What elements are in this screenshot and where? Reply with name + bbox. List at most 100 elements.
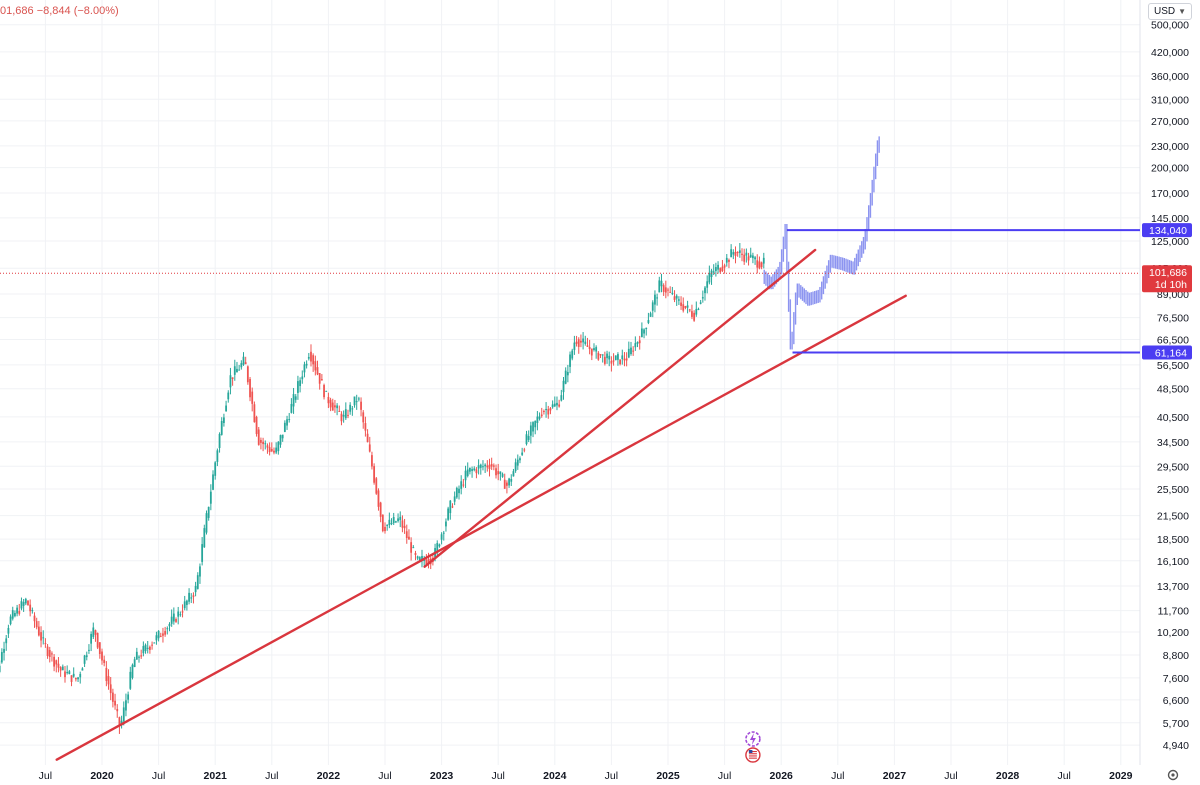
x-axis: 0Jul2020Jul2021Jul2022Jul2023Jul2024Jul2… (39, 770, 1133, 782)
candle-body (375, 478, 378, 494)
candle-body (756, 260, 759, 268)
candle-body (151, 644, 153, 646)
x-tick-label: Jul (265, 770, 278, 782)
candle-body (595, 347, 598, 352)
candle-body (671, 292, 674, 295)
candle-body (730, 249, 733, 258)
candle-body (27, 600, 29, 606)
candle-body (625, 358, 628, 361)
x-tick-label: Jul (1057, 770, 1070, 782)
trendlines (55, 248, 907, 761)
candle-body (218, 434, 221, 448)
candle-body (695, 308, 698, 315)
candle-body (566, 371, 569, 376)
candle-body (229, 375, 232, 388)
candle-body (190, 597, 193, 599)
candle-body (569, 354, 571, 367)
candle-body (362, 412, 365, 423)
candle-body (492, 465, 495, 467)
candle-body (562, 380, 565, 393)
candle-body (188, 592, 190, 602)
candle-body (736, 252, 739, 254)
candle-body (249, 378, 251, 398)
candle-body (667, 289, 669, 291)
candle-body (22, 602, 25, 606)
lightning-icon (745, 731, 761, 747)
y-tick-label: 420,000 (1151, 47, 1189, 59)
candle-body (686, 305, 689, 308)
candle-body (314, 361, 317, 371)
candle-body (590, 348, 593, 356)
candle-body (471, 469, 473, 471)
candle-body (255, 416, 258, 435)
x-tick-label: 2022 (317, 770, 341, 782)
x-tick-label: Jul (39, 770, 52, 782)
candle-body (366, 433, 369, 443)
candle-body (704, 287, 706, 294)
candle-body (344, 409, 347, 419)
candle-body (394, 521, 397, 523)
candle-body (64, 671, 66, 678)
candle-body (5, 638, 8, 644)
candle-body (53, 656, 56, 667)
candle-body (373, 466, 376, 483)
candle-body (453, 496, 456, 502)
x-tick-label: 2025 (656, 770, 680, 782)
candle-body (495, 468, 497, 476)
candle-body (486, 465, 489, 468)
candle-body (205, 513, 208, 533)
settings-icon[interactable] (1167, 769, 1179, 781)
candle-body (146, 647, 149, 649)
price-level-tag-label: 134,040 (1149, 225, 1187, 237)
y-tick-label: 21,500 (1157, 511, 1189, 523)
candle-body (506, 482, 508, 486)
candle-body (244, 362, 247, 365)
candle-body (35, 621, 38, 628)
candle-body (547, 409, 550, 415)
x-tick-label: Jul (605, 770, 618, 782)
candle-body (760, 262, 763, 268)
candle-body (412, 547, 415, 549)
candle-body (292, 394, 295, 407)
candle-body (297, 381, 299, 393)
y-tick-label: 10,200 (1157, 627, 1189, 639)
candle-body (107, 676, 110, 685)
candle-body (656, 297, 659, 299)
candle-body (647, 320, 650, 323)
candle-body (577, 339, 580, 347)
candle-body (323, 385, 325, 398)
candle-body (290, 403, 293, 413)
candle-body (33, 615, 36, 622)
candle-body (640, 328, 643, 337)
y-tick-label: 270,000 (1151, 116, 1189, 128)
candle-body (440, 534, 443, 540)
candle-body (162, 633, 164, 636)
candle-body (264, 443, 267, 445)
current-price-tag (1142, 265, 1192, 293)
candle-body (360, 401, 362, 410)
y-tick-label: 7,600 (1163, 673, 1189, 685)
candle-body (449, 500, 452, 514)
y-tick-label: 6,600 (1163, 695, 1189, 707)
y-tick-label: 8,800 (1163, 650, 1189, 662)
projection-bars (763, 136, 880, 350)
candle-body (179, 614, 182, 616)
candle-body (723, 265, 726, 268)
candle-body (159, 635, 162, 637)
x-tick-label: 2026 (770, 770, 794, 782)
candle-body (418, 557, 421, 562)
currency-selector[interactable]: USD ▼ (1148, 3, 1192, 20)
x-tick-label: Jul (944, 770, 957, 782)
candle-body (371, 455, 373, 467)
candle-body (512, 471, 515, 477)
candle-body (405, 531, 408, 539)
candle-body (164, 631, 167, 635)
candle-body (46, 646, 49, 657)
candle-body (697, 308, 700, 310)
x-tick-label: 2027 (883, 770, 907, 782)
price-levels (0, 229, 1140, 354)
candle-body (397, 518, 399, 522)
candle-body (303, 364, 306, 373)
candle-body (462, 484, 465, 486)
